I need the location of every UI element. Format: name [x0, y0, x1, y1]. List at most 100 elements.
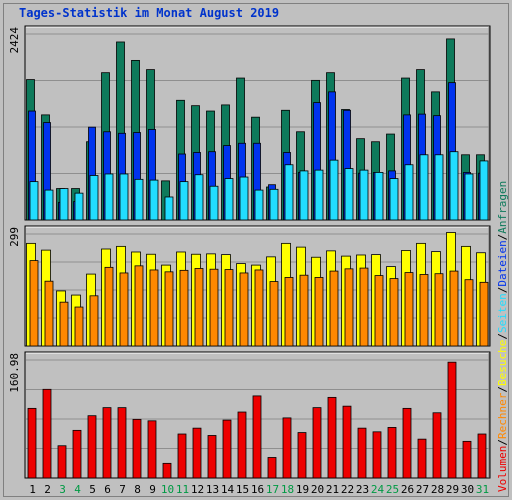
x-tick-label-day-2: 2 — [44, 483, 51, 496]
x-tick-label-day-10: 10 — [161, 483, 174, 496]
bar-volumen-day-29 — [447, 361, 457, 479]
bar-rechner-day-24 — [374, 275, 384, 347]
bar-rechner-day-11 — [179, 269, 189, 347]
x-tick-label-day-11: 11 — [176, 483, 189, 496]
bar-volumen-day-23 — [357, 427, 367, 479]
legend-entry-rechner: Rechner — [496, 392, 509, 439]
bar-rechner-day-18 — [284, 277, 294, 347]
bar-seiten-day-16 — [254, 189, 264, 221]
bar-volumen-day-22 — [342, 405, 352, 479]
x-tick-label-day-28: 28 — [431, 483, 444, 496]
x-tick-label-day-3: 3 — [59, 483, 66, 496]
bar-volumen-day-9 — [147, 420, 157, 479]
bar-seiten-day-2 — [44, 189, 54, 221]
bar-seiten-day-15 — [239, 176, 249, 221]
bar-seiten-day-31 — [479, 160, 489, 221]
bar-rechner-day-29 — [449, 270, 459, 347]
bar-seiten-day-21 — [329, 159, 339, 221]
bar-volumen-day-30 — [462, 440, 472, 479]
outer-frame — [3, 3, 509, 497]
x-tick-label-day-19: 19 — [296, 483, 309, 496]
x-tick-label-day-16: 16 — [251, 483, 264, 496]
bar-volumen-day-6 — [102, 407, 112, 479]
bar-seiten-day-30 — [464, 173, 474, 221]
x-tick-label-day-26: 26 — [401, 483, 414, 496]
bar-rechner-day-30 — [464, 279, 474, 347]
x-tick-label-day-25: 25 — [386, 483, 399, 496]
bar-rechner-day-28 — [434, 273, 444, 347]
bar-seiten-day-9 — [149, 179, 159, 221]
legend-entry-seiten: Seiten — [496, 293, 509, 333]
x-tick-label-day-4: 4 — [74, 483, 81, 496]
x-tick-label-day-23: 23 — [356, 483, 369, 496]
legend-separator: / — [496, 386, 509, 393]
bar-seiten-day-6 — [104, 173, 114, 221]
bar-rechner-day-27 — [419, 274, 429, 347]
bar-seiten-day-28 — [434, 154, 444, 221]
bar-rechner-day-23 — [359, 267, 369, 347]
x-tick-label-day-31: 31 — [476, 483, 489, 496]
ymax-label-volume: 160.98 — [8, 353, 21, 393]
bar-rechner-day-8 — [134, 265, 144, 347]
bar-rechner-day-14 — [224, 269, 234, 347]
bar-volumen-day-8 — [132, 418, 142, 479]
legend-separator: / — [496, 333, 509, 340]
bar-rechner-day-12 — [194, 268, 204, 347]
x-tick-label-day-29: 29 — [446, 483, 459, 496]
bar-volumen-day-31 — [477, 433, 487, 479]
legend-separator: / — [496, 287, 509, 294]
bar-seiten-day-19 — [299, 170, 309, 221]
bar-volumen-day-16 — [252, 395, 262, 479]
bar-seiten-day-26 — [404, 164, 414, 221]
x-tick-label-day-12: 12 — [191, 483, 204, 496]
x-tick-label-day-17: 17 — [266, 483, 279, 496]
x-tick-label-day-9: 9 — [149, 483, 156, 496]
bar-rechner-day-4 — [74, 306, 84, 347]
x-tick-label-day-21: 21 — [326, 483, 339, 496]
bar-rechner-day-13 — [209, 268, 219, 347]
bar-rechner-day-19 — [299, 274, 309, 347]
bar-rechner-day-6 — [104, 266, 114, 347]
bar-volumen-day-24 — [372, 431, 382, 479]
x-tick-label-day-8: 8 — [134, 483, 141, 496]
bar-seiten-day-8 — [134, 178, 144, 221]
x-tick-label-day-5: 5 — [89, 483, 96, 496]
legend-separator: / — [496, 439, 509, 446]
bar-seiten-day-20 — [314, 169, 324, 221]
bar-volumen-day-10 — [162, 462, 172, 479]
bar-seiten-day-4 — [74, 192, 84, 221]
bar-rechner-day-2 — [44, 280, 54, 347]
bar-rechner-day-3 — [59, 301, 69, 347]
bar-seiten-day-12 — [194, 174, 204, 221]
bar-volumen-day-2 — [42, 388, 52, 479]
bar-rechner-day-26 — [404, 272, 414, 347]
bar-volumen-day-11 — [177, 433, 187, 479]
x-tick-label-day-18: 18 — [281, 483, 294, 496]
bar-volumen-day-3 — [57, 445, 67, 479]
bar-rechner-day-9 — [149, 269, 159, 347]
bar-volumen-day-7 — [117, 407, 127, 479]
bar-rechner-day-31 — [479, 281, 489, 347]
bar-volumen-day-4 — [72, 429, 82, 479]
x-tick-label-day-6: 6 — [104, 483, 111, 496]
bar-volumen-day-21 — [327, 396, 337, 479]
legend-separator: / — [496, 234, 509, 241]
legend-entry-volumen: Volumen — [496, 446, 509, 492]
bar-volumen-day-26 — [402, 407, 412, 479]
bar-seiten-day-29 — [449, 151, 459, 221]
bar-rechner-day-5 — [89, 295, 99, 347]
bar-volumen-day-15 — [237, 411, 247, 479]
bar-rechner-day-1 — [29, 260, 39, 347]
x-tick-label-day-7: 7 — [119, 483, 126, 496]
x-tick-label-day-24: 24 — [371, 483, 385, 496]
bar-rechner-day-7 — [119, 272, 129, 347]
legend-entry-dateien: Dateien — [496, 240, 509, 286]
x-tick-label-day-1: 1 — [29, 483, 36, 496]
ymax-label-visits: 299 — [8, 227, 21, 247]
ymax-label-hits: 2424 — [8, 27, 21, 54]
bar-seiten-day-22 — [344, 168, 354, 221]
bar-seiten-day-7 — [119, 173, 129, 221]
bar-volumen-day-27 — [417, 438, 427, 479]
bar-volumen-day-5 — [87, 415, 97, 479]
